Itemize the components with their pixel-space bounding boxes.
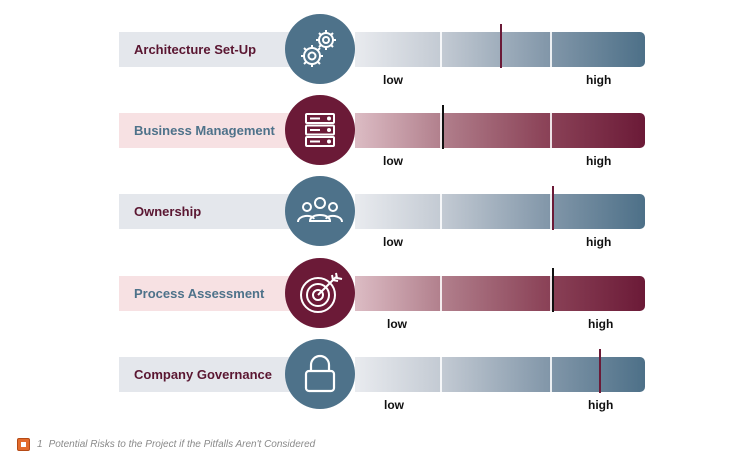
figure-number: 1 (37, 439, 43, 450)
gauge-divider (550, 113, 552, 148)
risk-level-marker (442, 105, 444, 149)
gauge-divider (550, 32, 552, 67)
risk-row-company-governance: Company Governance low high (0, 339, 751, 419)
server-stack-icon (285, 95, 355, 165)
scale-high-label: high (586, 154, 612, 168)
people-group-icon (285, 176, 355, 246)
risk-gauge (355, 194, 645, 229)
risk-gauge (355, 113, 645, 148)
scale-low-label: low (384, 398, 404, 412)
scale-high-label: high (586, 73, 612, 87)
lock-icon (285, 339, 355, 409)
scale-low-label: low (387, 317, 407, 331)
risk-level-marker (500, 24, 502, 68)
scale-low-label: low (383, 235, 403, 249)
scale-high-label: high (588, 317, 614, 331)
risk-row-process-assessment: Process Assessment low high (0, 258, 751, 338)
risk-gauge (355, 276, 645, 311)
scale-low-label: low (383, 154, 403, 168)
risk-level-marker (552, 268, 555, 312)
risk-row-business-management: Business Management low high (0, 95, 751, 175)
figure-icon (17, 438, 30, 451)
gauge-divider (550, 194, 552, 229)
risk-row-ownership: Ownership low high (0, 176, 751, 256)
scale-high-label: high (588, 398, 614, 412)
gauge-divider (440, 113, 442, 148)
gauge-divider (440, 32, 442, 67)
gauge-divider (550, 276, 552, 311)
figure-caption: 1 Potential Risks to the Project if the … (17, 438, 315, 451)
risk-gauge (355, 357, 645, 392)
gauge-divider (440, 357, 442, 392)
gauge-divider (550, 357, 552, 392)
risk-level-marker (552, 186, 555, 230)
target-icon (285, 258, 355, 328)
risk-level-marker (598, 349, 601, 393)
figure-caption-text: Potential Risks to the Project if the Pi… (48, 439, 316, 450)
scale-high-label: high (586, 235, 612, 249)
gears-icon (285, 14, 355, 84)
risk-row-architecture: Architecture Set-Up low high (0, 14, 751, 94)
scale-low-label: low (383, 73, 403, 87)
gauge-divider (440, 276, 442, 311)
gauge-divider (440, 194, 442, 229)
